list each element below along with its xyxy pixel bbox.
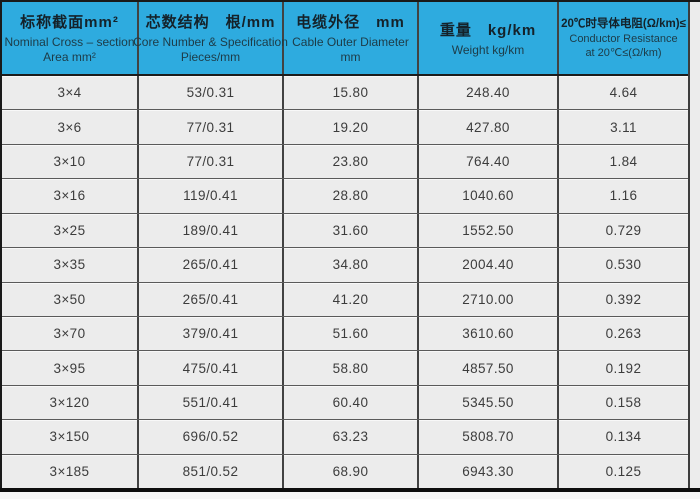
header-en-label: mm [340,50,361,64]
cell: 3×150 [2,420,139,454]
cell: 19.20 [284,110,419,144]
cell: 248.40 [419,76,559,110]
cell: 3×185 [2,454,139,489]
header-en-label: Cable Outer Diameter [292,35,409,49]
cable-spec-table: 标称截面mm² Nominal Cross – section Area mm²… [0,2,690,489]
cell: 0.263 [605,326,642,342]
table-row: 3×16 119/0.41 28.80 1040.60 1.16 [2,179,688,214]
cell: 379/0.41 [139,316,284,351]
header-zh-label: 20℃时导体电阻(Ω/km)≤ [561,18,686,31]
cell: 1.84 [609,154,638,170]
cell: 68.90 [284,454,419,489]
cell: 53/0.31 [139,76,284,110]
cell: 5808.70 [419,420,559,454]
cell: 63.23 [284,420,419,454]
cell: 0.158 [605,395,642,410]
cell: 3×25 [2,213,139,248]
cell: 696/0.52 [139,420,284,454]
cell: 41.20 [284,282,419,316]
cell: 1.16 [609,188,638,204]
header-zh-label: 重量 kg/km [439,21,537,39]
cell: 265/0.41 [139,282,284,316]
table-row: 3×150 696/0.52 63.23 5808.70 0.134 [2,420,688,455]
page-margin-strip [0,492,700,499]
cell: 3610.60 [419,316,559,351]
header-zh-label: 标称截面mm² [20,14,119,31]
cell: 0.125 [605,463,642,479]
header-en-label: Weight kg/km [451,42,525,57]
table-row: 3×10 77/0.31 23.80 764.40 1.84 [2,144,688,180]
cell: 0.530 [605,257,642,273]
table-body: 3×4 53/0.31 15.80 248.40 4.64 3×6 77/0.3… [2,76,688,489]
cell: 119/0.41 [139,179,284,213]
cell: 1040.60 [419,179,559,213]
cell: 3×120 [2,385,139,420]
header-zh-label: 电缆外径 mm [296,14,405,31]
cell: 265/0.41 [139,248,284,282]
cell: 189/0.41 [139,213,284,248]
header-en-label: Core Number & Specification [133,35,288,49]
header-core-number-specification: 芯数结构 根/mm Core Number & Specification Pi… [133,2,288,74]
cell: 34.80 [284,248,419,282]
cell: 3×10 [2,144,139,179]
cell: 31.60 [284,213,419,248]
cell: 851/0.52 [139,454,284,489]
cell: 1552.50 [419,213,559,248]
header-en-label: Nominal Cross – section [4,35,135,49]
table-bottom-border [0,488,700,492]
cell: 0.392 [605,291,642,307]
header-en-label: Area mm² [43,50,96,64]
table-row: 3×35 265/0.41 34.80 2004.40 0.530 [2,248,688,283]
table-row: 3×95 475/0.41 58.80 4857.50 0.192 [2,351,688,386]
cell: 15.80 [284,76,419,110]
cell: 3×35 [2,248,139,282]
cell: 77/0.31 [139,110,284,144]
cell: 3.11 [610,119,637,135]
table-row: 3×70 379/0.41 51.60 3610.60 0.263 [2,316,688,352]
cell: 6943.30 [419,454,559,489]
cell: 2710.00 [419,282,559,316]
cell: 3×16 [2,179,139,213]
header-en-label: Pieces/mm [180,50,241,64]
table-row: 3×6 77/0.31 19.20 427.80 3.11 [2,110,688,145]
cell: 23.80 [284,144,419,179]
cell: 2004.40 [419,248,559,282]
table-row: 3×50 265/0.41 41.20 2710.00 0.392 [2,282,688,317]
cell: 77/0.31 [139,144,284,179]
header-en-label: Conductor Resistance [569,33,678,46]
cell: 764.40 [419,144,559,179]
cell: 5345.50 [419,385,559,420]
header-en-label: at 20℃≤(Ω/km) [585,47,662,59]
cell: 0.192 [605,360,642,376]
cell: 4857.50 [419,351,559,385]
cell: 0.134 [605,429,642,445]
cell: 3×6 [2,110,139,144]
table-header-row: 标称截面mm² Nominal Cross – section Area mm²… [2,2,688,76]
cell: 4.64 [609,85,638,101]
header-zh-label: 芯数结构 根/mm [145,14,276,31]
cell: 58.80 [284,351,419,385]
cell: 51.60 [284,316,419,351]
header-conductor-resistance: 20℃时导体电阻(Ω/km)≤ Conductor Resistance at … [559,2,688,74]
cell: 475/0.41 [139,351,284,385]
cell: 3×50 [2,282,139,316]
cell: 3×95 [2,351,139,385]
cell: 28.80 [284,179,419,213]
cell: 3×70 [2,316,139,351]
header-nominal-cross-section: 标称截面mm² Nominal Cross – section Area mm² [2,2,139,74]
cell: 0.729 [605,222,642,238]
table-row: 3×120 551/0.41 60.40 5345.50 0.158 [2,385,688,421]
cell: 551/0.41 [139,385,284,420]
header-weight: 重量 kg/km Weight kg/km [419,2,559,74]
cell: 427.80 [419,110,559,144]
table-row: 3×25 189/0.41 31.60 1552.50 0.729 [2,213,688,249]
cell: 3×4 [2,76,139,110]
table-row: 3×4 53/0.31 15.80 248.40 4.64 [2,76,688,111]
header-cable-outer-diameter: 电缆外径 mm Cable Outer Diameter mm [284,2,419,74]
table-row: 3×185 851/0.52 68.90 6943.30 0.125 [2,454,688,489]
cell: 60.40 [284,385,419,420]
